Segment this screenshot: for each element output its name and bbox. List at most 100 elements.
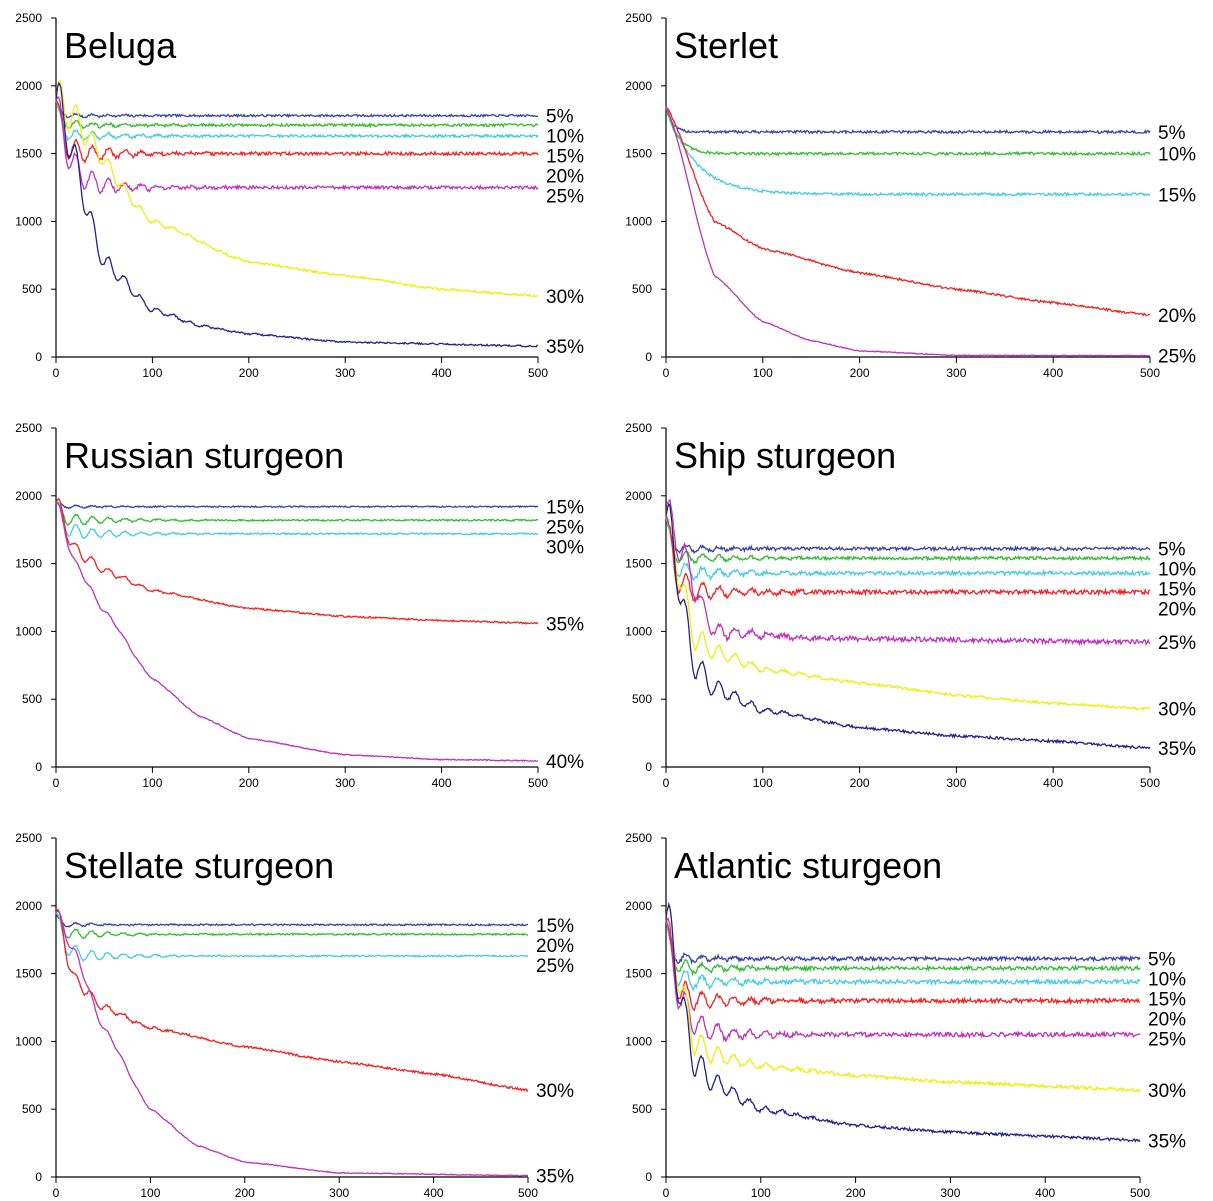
series-line — [55, 500, 539, 540]
series-line — [665, 516, 1151, 565]
y-tick-label: 500 — [632, 692, 652, 706]
y-tick-label: 0 — [645, 760, 652, 774]
x-tick-label: 400 — [1043, 366, 1063, 380]
series-line — [665, 106, 1151, 157]
x-tick-label: 300 — [329, 1186, 349, 1200]
panel-1: 0 500 1000 1500 2000 2500 0 100 200 300 400 500 Ster… — [625, 11, 1196, 380]
x-tick-label: 200 — [850, 776, 870, 790]
series-line — [55, 81, 538, 348]
series-line — [55, 99, 539, 142]
y-tick-label: 2000 — [15, 899, 42, 913]
x-tick-label: 300 — [946, 366, 966, 380]
y-tick-label: 2500 — [15, 11, 42, 25]
x-tick-label: 0 — [53, 1186, 60, 1200]
y-tick-label: 2500 — [15, 421, 42, 435]
series-label: 25% — [546, 518, 584, 539]
x-tick-label: 300 — [940, 1186, 960, 1200]
series-label: 25% — [536, 956, 574, 977]
series-line — [665, 498, 1151, 647]
x-tick-label: 400 — [424, 1186, 444, 1200]
series-line — [55, 502, 539, 510]
y-tick-label: 0 — [645, 350, 652, 364]
y-tick-label: 500 — [632, 1102, 652, 1116]
series-label: 20% — [536, 936, 574, 957]
series-label: 35% — [1148, 1131, 1186, 1152]
y-tick-label: 1500 — [625, 967, 652, 981]
x-tick-label: 100 — [751, 1186, 771, 1200]
series-label: 15% — [536, 916, 574, 937]
series-line — [55, 912, 529, 928]
x-tick-label: 300 — [946, 776, 966, 790]
series-label: 15% — [1158, 185, 1196, 206]
y-tick-label: 500 — [22, 282, 42, 296]
x-tick-label: 200 — [239, 366, 259, 380]
x-tick-label: 0 — [663, 1186, 670, 1200]
series-label: 20% — [1158, 600, 1196, 621]
y-tick-label: 2500 — [625, 11, 652, 25]
series-line — [665, 106, 1151, 317]
y-tick-label: 500 — [22, 692, 42, 706]
panel-title: Russian sturgeon — [64, 435, 344, 476]
x-tick-label: 100 — [753, 776, 773, 790]
series-label: 20% — [546, 167, 584, 188]
panel-0: 0 500 1000 1500 2000 2500 0 100 200 300 400 500 Belu… — [15, 11, 584, 380]
series-line — [665, 502, 1151, 750]
panel-title: Stellate sturgeon — [64, 845, 334, 886]
panel-title: Beluga — [64, 25, 177, 66]
series-label: 25% — [1148, 1030, 1186, 1051]
series-line — [665, 105, 1151, 357]
series-line — [665, 919, 1141, 966]
series-line — [665, 106, 1151, 198]
series-line — [665, 106, 1151, 135]
series-label: 30% — [546, 287, 584, 308]
y-tick-label: 2500 — [15, 831, 42, 845]
series-line — [665, 504, 1151, 712]
x-tick-label: 200 — [239, 776, 259, 790]
x-tick-label: 100 — [140, 1186, 160, 1200]
x-tick-label: 500 — [518, 1186, 538, 1200]
y-tick-label: 1000 — [15, 214, 42, 228]
series-line — [55, 912, 529, 962]
y-tick-label: 2000 — [15, 79, 42, 93]
y-tick-label: 2000 — [15, 489, 42, 503]
series-line — [55, 912, 529, 940]
x-tick-label: 500 — [528, 366, 548, 380]
series-line — [55, 501, 539, 763]
series-line — [55, 99, 539, 165]
x-tick-label: 300 — [335, 776, 355, 790]
panel-5: 0 500 1000 1500 2000 2500 0 100 200 300 400 500 Atla… — [625, 831, 1186, 1200]
series-label: 25% — [1158, 633, 1196, 654]
series-line — [665, 919, 1141, 992]
series-label: 35% — [536, 1167, 574, 1188]
x-tick-label: 100 — [142, 366, 162, 380]
series-line — [665, 516, 1151, 555]
y-tick-label: 0 — [35, 350, 42, 364]
x-tick-label: 400 — [1035, 1186, 1055, 1200]
x-tick-label: 0 — [53, 776, 60, 790]
series-label: 35% — [546, 614, 584, 635]
panel-title: Ship sturgeon — [674, 435, 896, 476]
x-tick-label: 200 — [846, 1186, 866, 1200]
panel-3: 0 500 1000 1500 2000 2500 0 100 200 300 400 500 Ship… — [625, 421, 1196, 790]
series-label: 40% — [546, 752, 584, 773]
y-tick-label: 500 — [632, 282, 652, 296]
series-label: 30% — [536, 1081, 574, 1102]
series-line — [665, 919, 1140, 1012]
series-line — [55, 80, 539, 298]
x-tick-label: 400 — [1043, 776, 1063, 790]
series-line — [55, 908, 529, 1093]
series-line — [665, 516, 1151, 582]
x-tick-label: 400 — [432, 776, 452, 790]
y-tick-label: 0 — [35, 1170, 42, 1184]
y-tick-label: 1500 — [15, 967, 42, 981]
series-label: 30% — [1158, 700, 1196, 721]
panel-title: Atlantic sturgeon — [674, 845, 942, 886]
x-tick-label: 500 — [1130, 1186, 1150, 1200]
x-tick-label: 400 — [432, 366, 452, 380]
y-tick-label: 1000 — [625, 1034, 652, 1048]
x-tick-label: 500 — [1140, 366, 1160, 380]
y-tick-label: 1500 — [15, 147, 42, 161]
series-line — [55, 99, 539, 119]
series-label: 25% — [1158, 347, 1196, 368]
series-label: 35% — [1158, 739, 1196, 760]
